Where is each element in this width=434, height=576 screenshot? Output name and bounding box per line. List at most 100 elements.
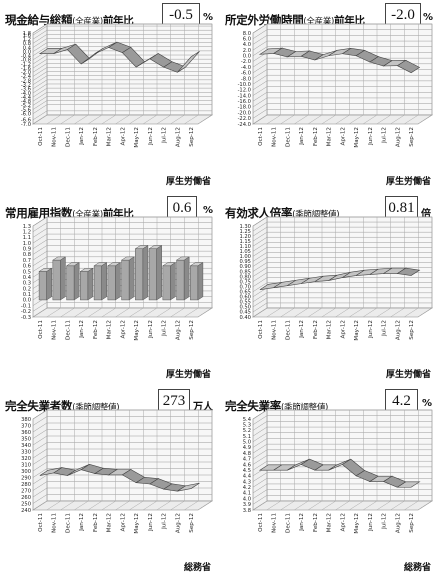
grid-depth-line	[252, 421, 268, 431]
floor-gridline	[252, 307, 268, 318]
grid-depth-line	[252, 438, 268, 448]
floor-gridline	[74, 114, 89, 125]
grid-depth-line	[32, 302, 48, 312]
y-tick-label: 0.0	[23, 49, 31, 55]
x-tick-label: Mar-12	[107, 320, 113, 339]
x-tick-label: Sep-12	[409, 320, 415, 340]
panel-overtime: 所定外労働時間(全産業)前年比 -2.0 % 8.0 6.0 4.0 2.0 0.0 -2…	[222, 0, 434, 188]
floor-gridline	[404, 307, 419, 318]
x-tick-label: Aug-12	[175, 513, 181, 533]
floor-gridline	[376, 500, 391, 511]
grid-depth-line	[252, 231, 268, 242]
x-tick-label: Jun-12	[148, 513, 154, 532]
y-tick-label: 320	[21, 456, 31, 462]
floor-gridline	[129, 114, 144, 125]
floor-gridline	[32, 307, 48, 318]
y-tick-label: 0.80	[239, 274, 251, 280]
panel-title: 完全失業者数(季節調整値)	[5, 399, 120, 413]
x-tick-label: Feb-12	[313, 320, 319, 339]
x-tick-label: Jul-12	[382, 513, 388, 530]
y-tick-label: 3.8	[243, 508, 251, 514]
bar-side	[60, 256, 66, 301]
floor-gridline	[170, 307, 185, 318]
grid-depth-line	[32, 216, 48, 227]
grid-depth-line	[252, 443, 268, 454]
grid-depth-line	[252, 460, 268, 471]
floor-gridline	[294, 307, 309, 318]
grid-depth-line	[252, 252, 268, 262]
y-tick-label: 4.2	[243, 485, 251, 491]
floor-gridline	[321, 500, 336, 511]
floor-gridline	[280, 500, 295, 511]
grid-depth-line	[32, 100, 48, 110]
grid-depth-line	[252, 455, 268, 465]
y-tick-label: -5.6	[21, 107, 31, 113]
grid-depth-line	[252, 247, 268, 257]
grid-depth-line	[252, 80, 268, 91]
x-tick-label: Dec-11	[65, 513, 71, 533]
y-tick-label: 5.4	[243, 417, 252, 423]
y-tick-label: 0.2	[23, 286, 31, 292]
x-tick-label: May-12	[354, 127, 360, 148]
x-tick-label: May-12	[354, 320, 360, 341]
floor-gridline	[87, 500, 103, 511]
bar	[190, 265, 199, 301]
bar-side	[170, 262, 176, 301]
grid-depth-line	[32, 239, 48, 249]
floor-gridline	[335, 114, 350, 125]
floor-gridline	[170, 500, 185, 511]
grid-depth-line	[32, 468, 48, 478]
value-unit: %	[203, 205, 214, 216]
x-tick-label: Jun-12	[148, 320, 154, 339]
y-tick-label: 1.0	[23, 241, 31, 247]
y-tick-label: 0.50	[239, 305, 251, 311]
grid-depth-line	[32, 222, 48, 232]
grid-depth-line	[252, 103, 268, 113]
source-label: 厚生労働省	[385, 370, 431, 380]
x-tick-label: Feb-12	[93, 127, 99, 146]
chart: 1.31.21.11.00.90.80.70.60.50.40.30.20.10…	[21, 216, 214, 341]
floor-gridline	[362, 307, 378, 318]
y-tick-label: -1.6	[21, 66, 31, 72]
grid-depth-line	[252, 302, 268, 313]
floor-gridline	[307, 500, 323, 511]
y-tick-label: -20.0	[238, 110, 251, 116]
floor-gridline	[280, 307, 295, 318]
grid-depth-line	[32, 79, 48, 90]
y-tick-label: 1.15	[239, 239, 251, 245]
floor-gridline	[321, 114, 336, 125]
y-tick-label: 0.95	[239, 259, 251, 265]
grid-depth-line	[32, 83, 48, 94]
floor-gridline	[197, 500, 213, 511]
grid-depth-line	[32, 250, 48, 261]
line-segment	[177, 51, 200, 73]
floor-gridline	[74, 307, 89, 318]
grid-depth-line	[252, 292, 268, 303]
x-tick-label: Aug-12	[395, 320, 401, 340]
y-tick-label: 4.0	[243, 42, 251, 48]
y-tick-label: 4.4	[243, 474, 252, 480]
y-tick-label: -6.0	[241, 71, 251, 77]
y-tick-label: -2.8	[21, 78, 31, 84]
x-tick-label: Nov-11	[52, 127, 58, 147]
floor-gridline	[32, 114, 48, 125]
bar-side	[87, 267, 94, 301]
floor-gridline	[349, 114, 364, 125]
y-tick-label: -8.0	[241, 76, 251, 82]
y-tick-label: -3.2	[21, 83, 31, 89]
y-tick-label: 4.8	[243, 451, 251, 457]
floor-gridline	[74, 500, 89, 511]
x-tick-label: May-12	[354, 513, 360, 534]
x-tick-label: Apr-12	[340, 320, 346, 338]
line-segment	[177, 482, 200, 492]
y-tick-label: 0.4	[23, 45, 32, 51]
x-tick-label: Aug-12	[175, 320, 181, 340]
y-tick-label: 4.6	[243, 462, 251, 468]
value-unit: 倍	[421, 209, 431, 220]
x-tick-label: Apr-12	[340, 127, 346, 145]
x-tick-label: Jan-12	[79, 127, 85, 146]
y-tick-label: -18.0	[238, 105, 251, 111]
grid-depth-line	[252, 489, 268, 499]
y-tick-label: -0.4	[21, 54, 32, 60]
y-tick-label: 4.9	[243, 445, 251, 451]
